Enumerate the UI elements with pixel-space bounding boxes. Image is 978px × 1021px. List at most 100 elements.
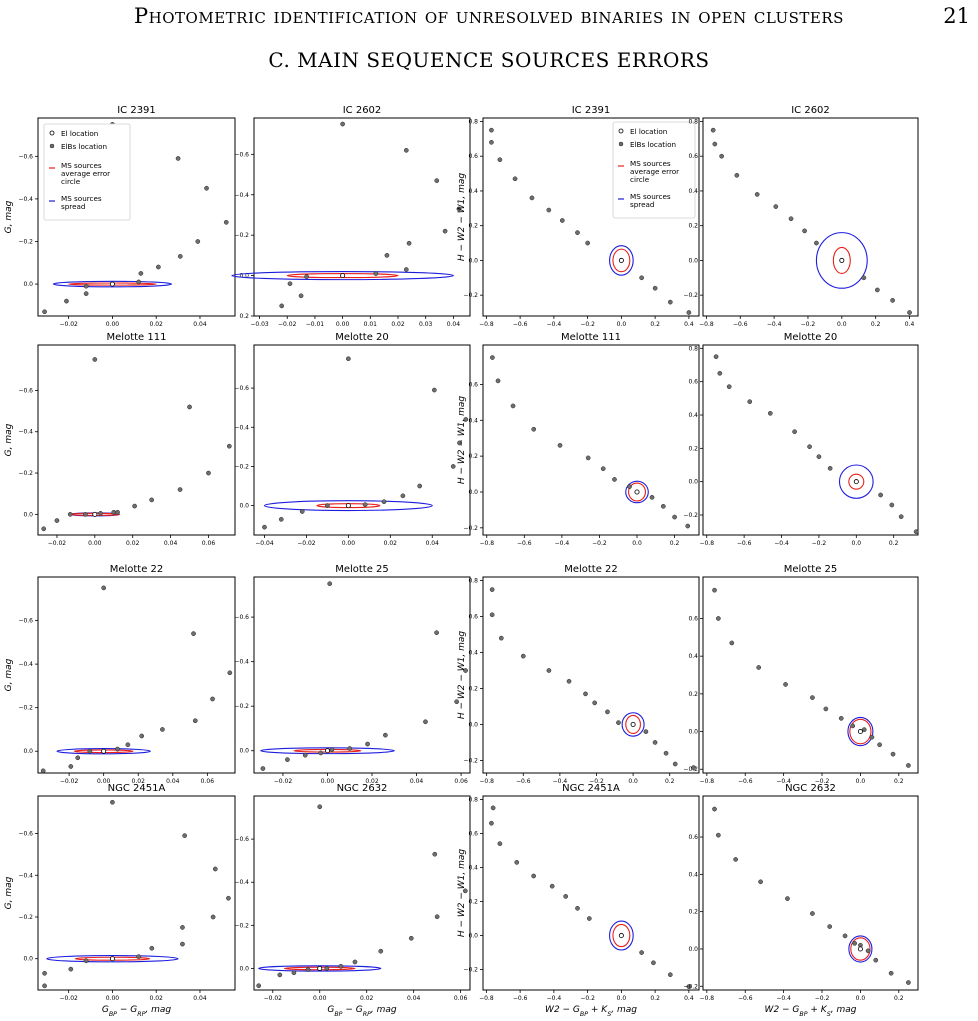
x-tick-label: −0.2 bbox=[580, 995, 595, 1002]
elbs-point bbox=[575, 905, 580, 911]
ms-spread-ellipse bbox=[625, 480, 649, 504]
elbs-point bbox=[639, 275, 644, 281]
elbs-point bbox=[204, 185, 209, 191]
elbs-point bbox=[754, 192, 760, 197]
plot-frame bbox=[253, 795, 471, 991]
elbs-point bbox=[583, 691, 588, 697]
x-tick-label: 0.04 bbox=[447, 321, 461, 328]
y-tick-label: −0.2 bbox=[683, 512, 698, 519]
elbs-point bbox=[716, 832, 721, 838]
el-point bbox=[109, 956, 115, 962]
elbs-point bbox=[600, 466, 606, 472]
elbs-point bbox=[175, 156, 181, 161]
elbs-point bbox=[827, 924, 833, 929]
el-point bbox=[340, 273, 346, 279]
ms-spread-ellipse bbox=[848, 935, 873, 963]
elbs-point bbox=[906, 980, 911, 985]
plot-frame bbox=[482, 795, 700, 991]
x-tick-label: 0.0 bbox=[632, 540, 642, 547]
elbs-point bbox=[462, 888, 468, 894]
section-title: C. MAIN SEQUENCE SOURCES ERRORS bbox=[268, 48, 710, 72]
elbs-point bbox=[285, 757, 290, 762]
x-tick-label: 0.00 bbox=[97, 778, 111, 785]
x-tick-label: −0.4 bbox=[767, 321, 782, 328]
y-axis-label: G, mag bbox=[4, 423, 14, 456]
legend-elbs-label: ElBs location bbox=[61, 142, 107, 151]
panel-title: Melotte 22 bbox=[564, 564, 618, 575]
elbs-point bbox=[773, 204, 779, 209]
y-tick-label: 0.2 bbox=[688, 445, 698, 452]
elbs-point bbox=[327, 581, 333, 587]
x-tick-label: −0.2 bbox=[580, 321, 595, 328]
y-tick-label: 0.4 bbox=[468, 864, 478, 871]
elbs-point bbox=[324, 966, 330, 971]
elbs-point bbox=[807, 444, 812, 450]
plot-frame bbox=[37, 576, 236, 774]
y-tick-label: 0.6 bbox=[688, 379, 698, 386]
elbs-point bbox=[434, 630, 439, 636]
y-tick-label: 0.4 bbox=[688, 871, 698, 878]
elbs-point bbox=[434, 178, 440, 183]
x-tick-label: −0.8 bbox=[479, 540, 494, 547]
elbs-point bbox=[182, 833, 188, 838]
x-tick-label: −0.2 bbox=[815, 995, 830, 1002]
panel-title: Melotte 22 bbox=[110, 564, 164, 575]
x-tick-label: −0.6 bbox=[737, 540, 752, 547]
elbs-point bbox=[546, 207, 552, 213]
x-tick-label: −0.03 bbox=[250, 321, 269, 328]
y-tick-label: −0.4 bbox=[18, 429, 33, 436]
y-tick-label: 0.0 bbox=[23, 511, 33, 518]
y-tick-label: 0.0 bbox=[239, 273, 249, 280]
ms-spread-ellipse bbox=[52, 280, 173, 288]
y-tick-label: 0.6 bbox=[688, 615, 698, 622]
elbs-point bbox=[586, 916, 592, 921]
el-point bbox=[634, 489, 640, 495]
elbs-point bbox=[490, 805, 496, 811]
elbs-point bbox=[138, 271, 144, 276]
elbs-point bbox=[510, 403, 516, 409]
y-tick-label: 0.2 bbox=[239, 313, 249, 320]
y-tick-label: −0.2 bbox=[463, 525, 478, 532]
x-tick-label: −0.02 bbox=[278, 321, 297, 328]
y-tick-label: 0.4 bbox=[468, 417, 478, 424]
elbs-point bbox=[83, 511, 88, 517]
x-tick-label: −0.8 bbox=[700, 995, 715, 1002]
elbs-point bbox=[489, 820, 494, 826]
legend-spread-label: spread bbox=[630, 200, 655, 209]
elbs-point bbox=[187, 404, 192, 410]
panel-title: NGC 2451A bbox=[562, 783, 620, 794]
elbs-point bbox=[877, 742, 882, 748]
y-tick-label: −0.6 bbox=[234, 151, 249, 158]
y-tick-label: 0.4 bbox=[688, 188, 698, 195]
elbs-point bbox=[67, 511, 73, 517]
elbs-point bbox=[305, 967, 311, 972]
elbs-point bbox=[890, 298, 895, 303]
panel-melotte-22-ccd: Melotte 22 −0.8 −0.6 −0.4 −0.2 0.0 0.2 −0.2 0.0 0… bbox=[457, 564, 700, 785]
x-tick-label: 0.0 bbox=[852, 540, 862, 547]
elbs-point bbox=[686, 310, 692, 315]
el-point bbox=[853, 479, 859, 485]
elbs-point bbox=[192, 718, 198, 724]
panel-title: Melotte 20 bbox=[335, 332, 389, 343]
y-axis-label: G, mag bbox=[4, 658, 14, 691]
elbs-point bbox=[869, 734, 875, 740]
x-axis-label: W2 − GBP + KS, mag bbox=[545, 1005, 637, 1018]
elbs-point bbox=[406, 240, 412, 246]
elbs-point bbox=[42, 983, 47, 989]
elbs-point bbox=[605, 709, 610, 715]
legend-box bbox=[43, 123, 131, 221]
ms-error-ellipse bbox=[850, 937, 871, 961]
x-tick-label: 0.02 bbox=[384, 540, 398, 547]
panel-melotte-25-cmd: Melotte 25 −0.02 0.00 0.02 0.04 0.06 −0.6 −0.4 −… bbox=[234, 564, 471, 785]
panel-ngc-2632-ccd: NGC 2632 −0.8 −0.6 −0.4 −0.2 0.0 0.2 −0.2 0.0 0.2… bbox=[683, 783, 919, 1018]
elbs-point bbox=[842, 933, 848, 939]
elbs-point bbox=[40, 768, 46, 774]
y-tick-label: 0.0 bbox=[688, 729, 698, 736]
y-tick-label: 0.0 bbox=[239, 503, 249, 510]
elbs-point bbox=[226, 443, 232, 449]
ms-spread-ellipse bbox=[263, 500, 433, 512]
y-tick-label: 0.2 bbox=[468, 223, 478, 230]
legend-spread-label: spread bbox=[61, 202, 86, 211]
panel-ic-2602-cmd: IC 2602 −0.03 −0.02 −0.01 0.00 0.01 0.02 0.03 0.… bbox=[231, 105, 471, 328]
